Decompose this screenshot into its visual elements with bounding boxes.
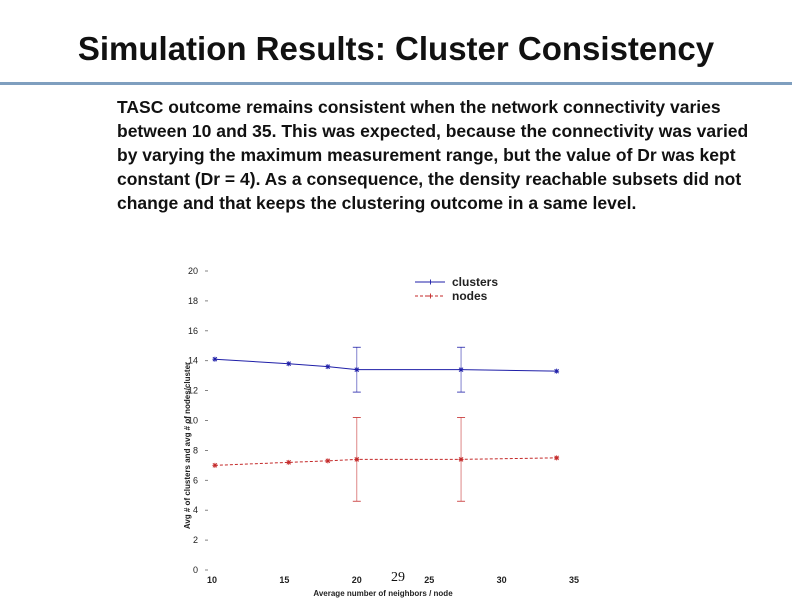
x-tick-label: 25 bbox=[424, 575, 434, 585]
y-tick-label: 18 bbox=[188, 296, 198, 306]
y-axis-label: Avg # of clusters and avg # of nodes/clu… bbox=[183, 362, 192, 529]
data-point bbox=[212, 462, 218, 468]
data-point bbox=[458, 367, 464, 373]
data-point bbox=[458, 456, 464, 462]
data-point bbox=[554, 368, 560, 374]
y-tick-label: 0 bbox=[193, 565, 198, 575]
slide-title: Simulation Results: Cluster Consistency bbox=[77, 30, 715, 67]
data-point bbox=[286, 361, 292, 367]
x-tick-label: 10 bbox=[207, 575, 217, 585]
data-point bbox=[354, 367, 360, 373]
series-line-clusters bbox=[214, 358, 557, 372]
line-chart: 0 2 4 6 8 10 12 14 16 18 20 10 15 20 25 30 35 Average num… bbox=[183, 266, 579, 598]
data-point bbox=[286, 459, 292, 465]
legend-marker bbox=[428, 279, 433, 285]
y-tick-label: 6 bbox=[193, 475, 198, 485]
y-tick-label: 2 bbox=[193, 535, 198, 545]
legend-label: nodes bbox=[452, 289, 488, 303]
data-point bbox=[554, 455, 560, 461]
y-tick-label: 8 bbox=[193, 445, 198, 455]
data-point bbox=[325, 458, 331, 464]
x-axis-label: Average number of neighbors / node bbox=[313, 589, 453, 598]
page-number: 29 bbox=[391, 570, 405, 585]
title-divider bbox=[0, 82, 792, 85]
data-point bbox=[212, 356, 218, 362]
y-tick-label: 4 bbox=[193, 505, 198, 515]
y-tick-label: 10 bbox=[188, 416, 198, 426]
y-tick-label: 20 bbox=[188, 266, 198, 276]
data-point bbox=[325, 364, 331, 370]
x-tick-label: 35 bbox=[569, 575, 579, 585]
legend-label: clusters bbox=[452, 275, 498, 289]
y-tick-label: 12 bbox=[188, 386, 198, 396]
series-line-nodes bbox=[214, 457, 557, 466]
slide-body-text: TASC outcome remains consistent when the… bbox=[117, 97, 749, 213]
data-point bbox=[354, 456, 360, 462]
x-tick-label: 20 bbox=[352, 575, 362, 585]
y-tick-label: 16 bbox=[188, 326, 198, 336]
x-tick-label: 30 bbox=[497, 575, 507, 585]
legend-marker bbox=[428, 293, 433, 299]
x-tick-label: 15 bbox=[279, 575, 289, 585]
y-tick-label: 14 bbox=[188, 356, 198, 366]
